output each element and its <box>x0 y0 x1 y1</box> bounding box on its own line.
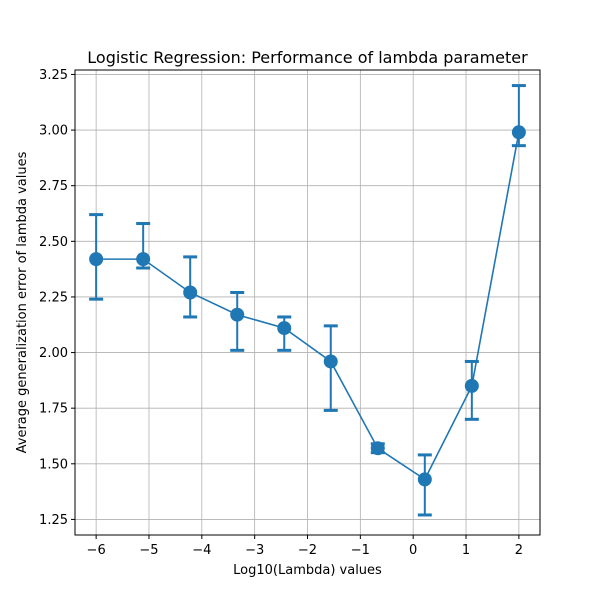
y-tick-label: 2.00 <box>39 346 68 361</box>
data-point <box>230 307 245 322</box>
x-tick-label: 0 <box>409 543 417 558</box>
grid-lines <box>75 70 540 535</box>
y-axis-label: Average generalization error of lambda v… <box>15 151 30 453</box>
data-point <box>89 252 104 267</box>
data-point <box>511 125 526 140</box>
data-point <box>464 378 479 393</box>
y-tick-label: 1.25 <box>39 513 68 528</box>
y-tick-label: 3.25 <box>39 68 68 83</box>
data-point <box>136 252 151 267</box>
x-axis-label: Log10(Lambda) values <box>233 563 382 578</box>
x-tick-label: −4 <box>192 543 211 558</box>
data-point <box>323 354 338 369</box>
data-point <box>370 441 385 456</box>
series-line <box>96 132 520 481</box>
series-polyline <box>96 132 520 481</box>
x-tick-label: −5 <box>139 543 158 558</box>
x-tick-label: −3 <box>245 543 264 558</box>
x-tick-label: 1 <box>462 543 470 558</box>
y-tick-label: 1.50 <box>39 457 68 472</box>
y-tick-label: 2.50 <box>39 235 68 250</box>
x-tick-label: −1 <box>351 543 370 558</box>
chart-title: Logistic Regression: Performance of lamb… <box>87 48 528 67</box>
y-tick-label: 3.00 <box>39 124 68 139</box>
y-tick-label: 2.75 <box>39 179 68 194</box>
y-tick-label: 2.25 <box>39 290 68 305</box>
axis-ticks: −6 −5 −4 −3 −2 −1 0 1 2 1.25 1.50 1.75 2.00 2.25 2.50 2… <box>39 68 523 558</box>
data-point <box>417 472 432 487</box>
x-tick-label: 2 <box>515 543 523 558</box>
data-point <box>183 285 198 300</box>
data-points <box>89 125 526 487</box>
x-tick-label: −2 <box>298 543 317 558</box>
y-tick-label: 1.75 <box>39 402 68 417</box>
x-tick-label: −6 <box>87 543 106 558</box>
data-point <box>277 321 292 336</box>
